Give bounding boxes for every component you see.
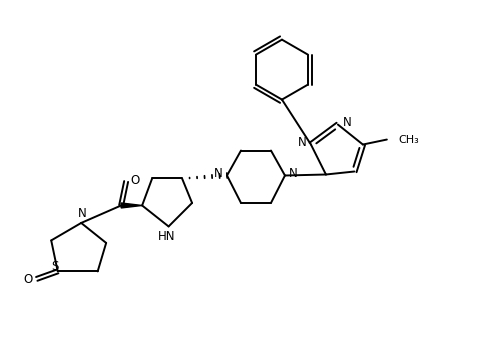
Text: N: N bbox=[289, 167, 297, 179]
Text: HN: HN bbox=[158, 230, 175, 243]
Text: O: O bbox=[23, 273, 32, 286]
Text: N: N bbox=[78, 208, 86, 220]
Text: CH₃: CH₃ bbox=[398, 135, 418, 145]
Text: N: N bbox=[298, 136, 306, 148]
Text: N: N bbox=[214, 167, 222, 179]
Text: N: N bbox=[342, 116, 351, 129]
Text: O: O bbox=[130, 174, 139, 187]
Polygon shape bbox=[121, 203, 142, 208]
Text: S: S bbox=[52, 260, 59, 273]
